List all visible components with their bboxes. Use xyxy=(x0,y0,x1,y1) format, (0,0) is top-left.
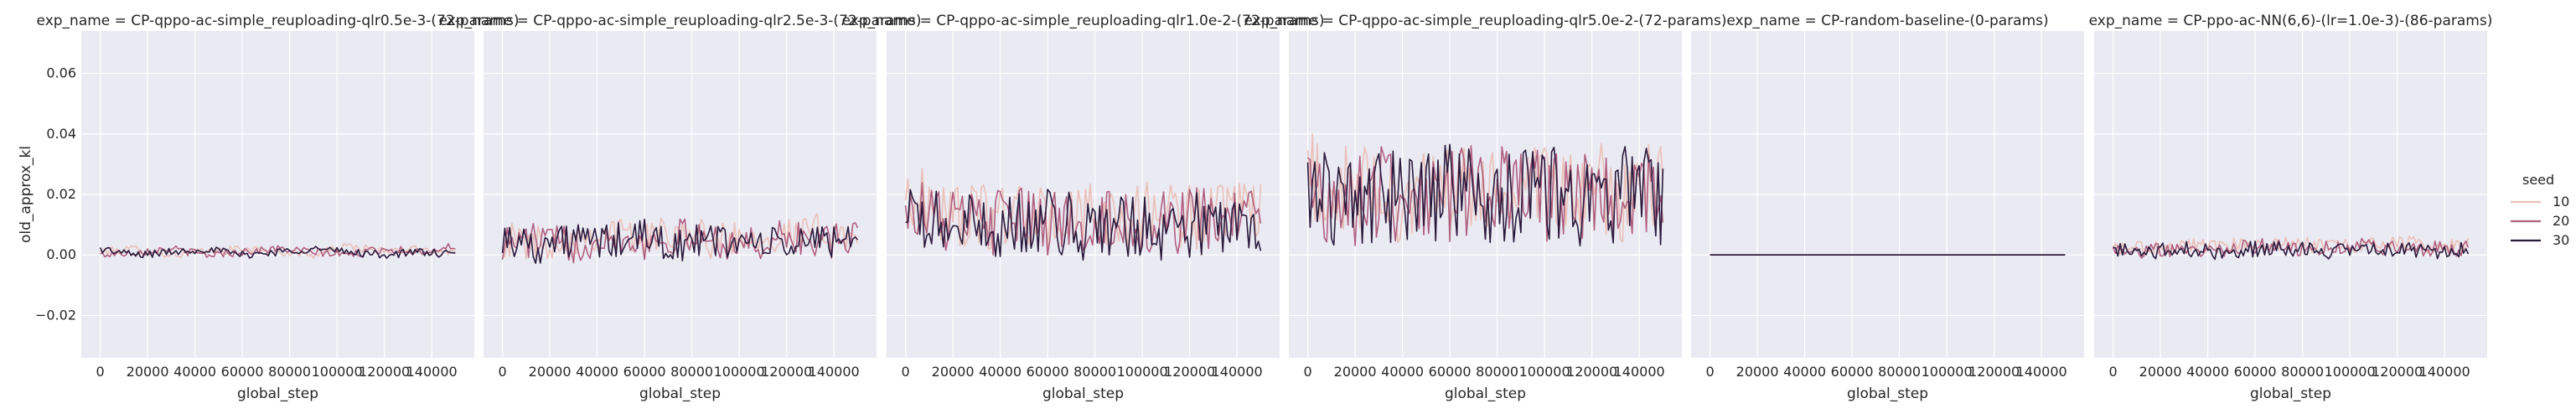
x-tick-label: 80000 xyxy=(268,364,311,380)
legend-title: seed xyxy=(2522,172,2554,188)
x-tick-label: 140000 xyxy=(2016,364,2067,380)
x-axis-label: global_step xyxy=(1042,385,1124,402)
x-tick-label: 140000 xyxy=(406,364,458,380)
x-tick-label: 60000 xyxy=(1831,364,1874,380)
x-tick-label: 60000 xyxy=(1429,364,1472,380)
x-axis-label: global_step xyxy=(2250,385,2331,402)
x-tick-label: 20000 xyxy=(2139,364,2182,380)
x-tick-label: 100000 xyxy=(714,364,765,380)
legend-label-seed-30: 30 xyxy=(2553,232,2569,248)
x-tick-label: 40000 xyxy=(576,364,618,380)
x-tick-label: 20000 xyxy=(932,364,975,380)
series-line-seed-20 xyxy=(501,218,859,264)
x-tick-label: 120000 xyxy=(1164,364,1215,380)
x-tick-label: 40000 xyxy=(1381,364,1424,380)
series-line-seed-30 xyxy=(99,246,456,259)
series-line-seed-20 xyxy=(1307,145,1664,246)
x-axis-label: global_step xyxy=(1847,385,1928,402)
x-tick-label: 0 xyxy=(1706,364,1715,380)
x-tick-label: 20000 xyxy=(1736,364,1779,380)
x-tick-label: 140000 xyxy=(2419,364,2470,380)
x-tick-label: 40000 xyxy=(2186,364,2229,380)
x-tick-label: 20000 xyxy=(1334,364,1377,380)
x-tick-label: 100000 xyxy=(1117,364,1168,380)
panel-title: exp_name = CP-qppo-ac-simple_reuploading… xyxy=(37,13,520,29)
x-axis-label: global_step xyxy=(639,385,721,402)
x-axis-label: global_step xyxy=(1445,385,1526,402)
x-tick-label: 0 xyxy=(1304,364,1312,380)
series-line-seed-30 xyxy=(501,218,859,264)
x-tick-label: 100000 xyxy=(312,364,363,380)
x-tick-label: 80000 xyxy=(1878,364,1921,380)
y-tick-label: 0.06 xyxy=(46,65,76,81)
x-tick-label: 40000 xyxy=(173,364,216,380)
x-tick-label: 80000 xyxy=(1073,364,1116,380)
x-tick-label: 120000 xyxy=(2372,364,2423,380)
x-tick-label: 0 xyxy=(499,364,507,380)
x-tick-label: 100000 xyxy=(1519,364,1570,380)
x-tick-label: 0 xyxy=(2109,364,2118,380)
legend-label-seed-20: 20 xyxy=(2553,213,2569,229)
x-tick-label: 0 xyxy=(902,364,910,380)
x-tick-label: 60000 xyxy=(2234,364,2277,380)
x-tick-label: 140000 xyxy=(809,364,860,380)
x-tick-label: 120000 xyxy=(1566,364,1617,380)
y-axis-label: old_approx_kl xyxy=(18,146,34,243)
x-tick-label: 120000 xyxy=(1968,364,2020,380)
x-tick-label: 140000 xyxy=(1614,364,1665,380)
y-tick-label: 0.00 xyxy=(46,246,76,262)
legend-label-seed-10: 10 xyxy=(2553,194,2569,210)
series-line-seed-30 xyxy=(1306,143,1664,247)
panel-title: exp_name = CP-qppo-ac-simple_reuploading… xyxy=(842,13,1325,29)
panel-title: exp_name = CP-qppo-ac-simple_reuploading… xyxy=(1244,13,1727,29)
x-tick-label: 120000 xyxy=(359,364,410,380)
series-line-seed-30 xyxy=(905,189,1262,261)
x-axis-label: global_step xyxy=(237,385,318,402)
series-line-seed-20 xyxy=(904,182,1262,256)
x-tick-label: 20000 xyxy=(529,364,572,380)
legend: seed 10 20 30 xyxy=(2511,172,2569,248)
y-tick-label: −0.02 xyxy=(35,307,76,323)
x-tick-label: 0 xyxy=(96,364,105,380)
panel-title: exp_name = CP-qppo-ac-simple_reuploading… xyxy=(439,13,922,29)
x-tick-label: 80000 xyxy=(670,364,713,380)
panel-title: exp_name = CP-random-baseline-(0-params) xyxy=(1726,13,2048,29)
x-tick-label: 120000 xyxy=(761,364,812,380)
x-tick-label: 80000 xyxy=(1476,364,1518,380)
x-tick-label: 100000 xyxy=(2325,364,2376,380)
x-tick-label: 60000 xyxy=(221,364,264,380)
x-tick-label: 40000 xyxy=(979,364,1022,380)
y-tick-label: 0.02 xyxy=(46,186,76,202)
x-tick-label: 140000 xyxy=(1212,364,1263,380)
x-tick-label: 60000 xyxy=(623,364,666,380)
x-tick-label: 100000 xyxy=(1922,364,1973,380)
x-tick-label: 20000 xyxy=(127,364,169,380)
series-line-seed-10 xyxy=(100,242,456,259)
x-tick-label: 80000 xyxy=(2281,364,2324,380)
panel-title: exp_name = CP-ppo-ac-NN(6,6)-(lr=1.0e-3)… xyxy=(2089,13,2493,29)
x-tick-label: 60000 xyxy=(1027,364,1069,380)
y-tick-label: 0.04 xyxy=(46,126,76,142)
x-tick-label: 40000 xyxy=(1783,364,1826,380)
series-line-seed-10 xyxy=(502,213,859,260)
series-line-seed-30 xyxy=(2113,241,2470,261)
